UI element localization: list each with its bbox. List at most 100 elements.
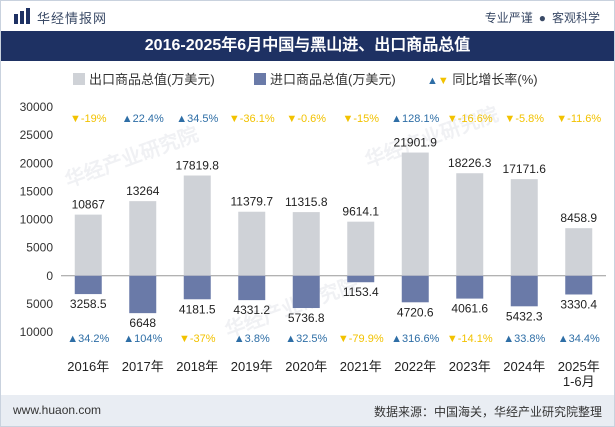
import-bar (456, 275, 484, 299)
x-tick-label: 2024年 (503, 359, 545, 374)
export-value-label: 21901.9 (394, 136, 438, 150)
triangle-up-icon: ▲ (427, 75, 438, 87)
export-bar (183, 175, 211, 276)
import-bar (347, 275, 375, 283)
export-value-label: 9614.1 (342, 205, 379, 219)
import-value-label: 4331.2 (233, 303, 270, 317)
export-bar (456, 173, 484, 276)
y-tick-label: 10000 (20, 213, 54, 227)
x-tick-label: 2025年 (558, 359, 600, 374)
import-bar (129, 275, 157, 314)
legend-export-swatch (73, 73, 85, 85)
import-value-label: 5432.3 (506, 309, 543, 323)
import-bar (74, 275, 102, 295)
export-bar (238, 211, 266, 276)
chart-title: 2016-2025年6月中国与黑山进、出口商品总值 (144, 37, 471, 54)
import-growth-label: ▲3.8% (234, 333, 270, 345)
y-tick-label: 15000 (20, 184, 54, 198)
x-tick-label: 2016年 (67, 359, 109, 374)
slogan-right: 客观科学 (551, 11, 600, 25)
export-bar (510, 179, 538, 276)
x-tick-label: 2023年 (449, 359, 491, 374)
y-tick-label: 25000 (20, 128, 54, 142)
export-growth-label: ▲128.1% (391, 113, 439, 125)
export-growth-label: ▼-36.1% (229, 113, 275, 125)
y-tick-label: 5000 (26, 297, 53, 311)
top-bar: 华经情报网 专业严谨 ● 客观科学 (1, 1, 614, 31)
y-tick-label: 0 (46, 269, 53, 283)
y-tick-label: 5000 (26, 241, 53, 255)
import-growth-label: ▼-37% (179, 333, 216, 345)
y-tick-label: 30000 (20, 100, 54, 114)
legend-growth: ▲▼ 同比增长率(%) (427, 69, 538, 88)
chart-canvas: 30000 25000 20000 15000 10000 5000 0 5000 10000 1… (20, 100, 606, 389)
import-value-label: 3258.5 (70, 297, 107, 311)
legend-export: 出口商品总值(万美元) (73, 69, 215, 88)
export-bar (129, 201, 157, 276)
export-value-label: 8458.9 (560, 211, 597, 225)
export-value-label: 17171.6 (503, 162, 547, 176)
import-value-label: 4720.6 (397, 305, 434, 319)
export-growth-label: ▼-0.6% (286, 113, 326, 125)
export-bar (565, 228, 593, 276)
export-growth-label: ▼-19% (70, 113, 107, 125)
x-tick-label: 2017年 (122, 359, 164, 374)
data-source: 数据来源：中国海关，华经产业研究院整理 (373, 405, 602, 419)
export-growth-label: ▼-15% (342, 113, 379, 125)
import-value-label: 1153.4 (343, 285, 379, 299)
import-bar (238, 275, 266, 301)
site-url: www.huaon.com (13, 403, 102, 417)
import-value-label: 6648 (129, 316, 156, 330)
export-value-label: 10867 (72, 198, 106, 212)
triangle-down-icon: ▼ (437, 75, 449, 87)
export-value-label: 17819.8 (176, 159, 220, 173)
export-growth-label: ▼-16.6% (447, 113, 493, 125)
x-tick-label: 2019年 (231, 359, 273, 374)
export-bar (401, 152, 429, 276)
import-bar (401, 275, 429, 303)
slogan: 专业严谨 ● 客观科学 (485, 9, 600, 26)
import-bar (565, 275, 593, 295)
export-value-label: 11379.7 (231, 195, 274, 209)
import-bar (292, 275, 320, 309)
x-tick-label: 2022年 (394, 359, 436, 374)
slogan-left: 专业严谨 (484, 11, 533, 25)
import-bar (510, 275, 538, 307)
export-value-label: 13264 (126, 184, 160, 198)
export-growth-label: ▼-11.6% (556, 113, 601, 125)
import-value-label: 3330.4 (560, 297, 597, 311)
import-growth-label: ▲32.5% (285, 333, 327, 345)
export-bar (74, 214, 102, 276)
legend: 出口商品总值(万美元) 进口商品总值(万美元) ▲▼ 同比增长率(%) (1, 67, 614, 87)
import-bar (183, 275, 211, 300)
export-value-label: 11315.8 (285, 195, 328, 209)
import-growth-label: ▼-14.1% (447, 333, 493, 345)
import-growth-label: ▲104% (123, 333, 162, 345)
x-tick-label: 2018年 (176, 359, 218, 374)
export-growth-label: ▼-5.8% (504, 113, 544, 125)
export-value-label: 18226.3 (448, 156, 492, 170)
export-bar (292, 212, 320, 276)
y-tick-label: 20000 (20, 156, 54, 170)
import-growth-label: ▲33.8% (503, 333, 545, 345)
import-value-label: 4181.5 (179, 302, 216, 316)
x-tick-label: 2020年 (285, 359, 327, 374)
import-value-label: 4061.6 (451, 302, 488, 316)
title-bar: 2016-2025年6月中国与黑山进、出口商品总值 (1, 31, 614, 61)
x-tick-label: 1-6月 (563, 374, 595, 389)
export-bar (347, 221, 375, 276)
import-value-label: 5736.8 (288, 311, 325, 325)
footer: www.huaon.com 数据来源：中国海关，华经产业研究院整理 (1, 395, 614, 426)
legend-import-swatch (254, 73, 266, 85)
legend-import: 进口商品总值(万美元) (254, 69, 396, 88)
y-tick-label: 10000 (20, 325, 54, 339)
import-growth-label: ▲34.4% (558, 333, 600, 345)
legend-import-label: 进口商品总值(万美元) (270, 72, 396, 87)
export-growth-label: ▲22.4% (122, 113, 164, 125)
x-tick-label: 2021年 (340, 359, 382, 374)
legend-growth-label: 同比增长率(%) (452, 72, 538, 87)
export-growth-label: ▲34.5% (176, 113, 218, 125)
slogan-dot: ● (538, 11, 546, 25)
bar-logo-icon (14, 8, 30, 24)
